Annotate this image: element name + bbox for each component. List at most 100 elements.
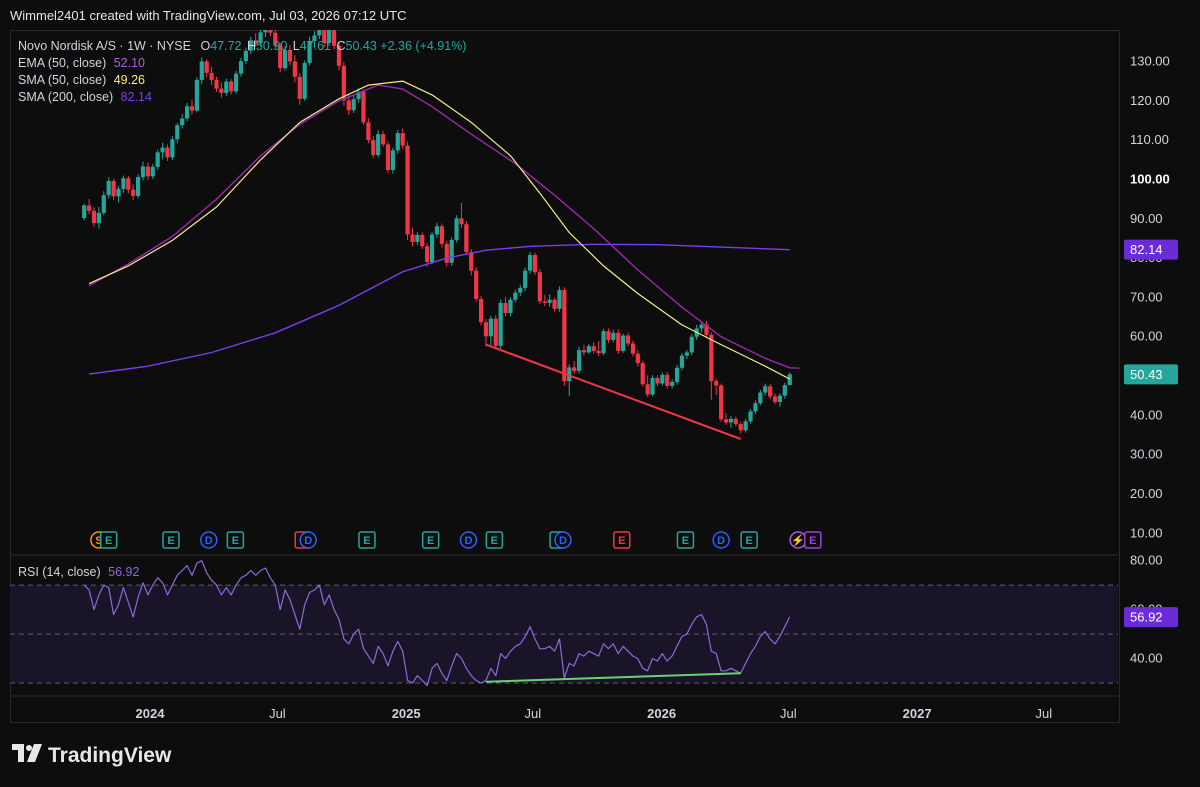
- time-tick-label: 2027: [903, 706, 932, 721]
- legend-sma50-value: 49.26: [113, 73, 145, 87]
- price-tick-label: 30.00: [1130, 447, 1163, 462]
- legend-row-sma200[interactable]: SMA (200, close) 82.14: [18, 90, 156, 104]
- event-marker[interactable]: D: [712, 531, 730, 549]
- legend-rsi-label: RSI (14, close): [18, 565, 101, 579]
- candle-body: [400, 133, 405, 146]
- event-marker[interactable]: E: [676, 531, 695, 549]
- candle-body: [140, 166, 146, 178]
- sma200-price-badge: 82.14: [1130, 242, 1163, 257]
- candle: [763, 383, 768, 396]
- event-marker[interactable]: D: [299, 531, 317, 549]
- candle: [194, 77, 199, 113]
- candle-body: [150, 166, 155, 177]
- event-letter: E: [427, 535, 434, 547]
- candle-body: [170, 139, 175, 158]
- candle: [601, 328, 606, 356]
- legend-sma200-value: 82.14: [120, 90, 152, 104]
- event-marker[interactable]: E: [804, 531, 822, 549]
- candle-body: [753, 403, 758, 412]
- event-box: [358, 531, 376, 549]
- candle: [621, 333, 626, 353]
- candle-body: [709, 334, 714, 382]
- candle: [488, 315, 493, 345]
- candle-body: [126, 178, 131, 190]
- event-letter: D: [717, 535, 725, 547]
- legend-symbol[interactable]: Novo Nordisk A/S · 1W · NYSE: [18, 39, 191, 53]
- rsi-tick-label: 40.00: [1130, 651, 1163, 666]
- candle-body: [209, 72, 214, 80]
- candle: [135, 174, 141, 199]
- legend-row-ema[interactable]: EMA (50, close) 52.10: [18, 56, 149, 70]
- candle: [189, 99, 195, 115]
- candle: [557, 286, 562, 312]
- event-marker[interactable]: E: [226, 531, 245, 549]
- candle: [199, 57, 204, 85]
- legend-l-label: L: [292, 39, 300, 53]
- candle: [576, 346, 582, 374]
- candle-body: [341, 65, 346, 101]
- candle-body: [121, 178, 126, 189]
- candle-body: [160, 147, 165, 153]
- event-marker[interactable]: D: [554, 531, 572, 549]
- candle: [356, 88, 361, 103]
- event-marker[interactable]: D: [200, 531, 218, 549]
- event-marker[interactable]: E: [99, 531, 118, 549]
- candle: [229, 79, 234, 95]
- candle-body: [640, 363, 645, 385]
- price-tick-label: 90.00: [1130, 211, 1163, 226]
- candle-body: [224, 81, 229, 93]
- candle: [748, 409, 753, 424]
- candle: [567, 364, 572, 397]
- candle-body: [82, 205, 87, 218]
- price-tick-label: 120.00: [1130, 93, 1170, 108]
- candle: [743, 418, 748, 433]
- price-tick-label: 20.00: [1130, 486, 1163, 501]
- candle: [679, 353, 685, 371]
- candle-body: [474, 270, 479, 299]
- candle-body: [723, 419, 729, 423]
- time-tick-label: Jul: [525, 706, 542, 721]
- candle: [175, 122, 180, 144]
- candle-body: [459, 218, 464, 225]
- legend-row-rsi[interactable]: RSI (14, close) 56.92: [18, 565, 143, 579]
- event-marker[interactable]: E: [740, 531, 758, 549]
- candle-body: [297, 76, 302, 99]
- legend-open: 47.72: [210, 39, 242, 53]
- event-box: [99, 531, 118, 549]
- event-marker[interactable]: ⚡: [789, 531, 807, 549]
- legend-ema-value: 52.10: [113, 56, 145, 70]
- candle: [371, 136, 376, 159]
- candle-body: [425, 246, 430, 263]
- event-marker[interactable]: E: [358, 531, 376, 549]
- rsi-tick-label: 80.00: [1130, 553, 1163, 568]
- support-trend-line: [485, 343, 742, 440]
- event-box: [485, 531, 504, 549]
- candle-body: [135, 177, 141, 196]
- event-marker[interactable]: D: [459, 531, 478, 549]
- candle: [204, 59, 209, 78]
- event-box: [612, 531, 631, 549]
- tradingview-brand[interactable]: TradingView: [12, 744, 171, 768]
- candle-body: [312, 35, 317, 42]
- candle: [317, 30, 322, 40]
- candle: [738, 421, 743, 434]
- candle-body: [376, 134, 381, 156]
- event-marker[interactable]: E: [612, 531, 631, 549]
- candle-body: [214, 79, 219, 89]
- candle: [131, 184, 136, 200]
- candle-body: [591, 346, 596, 351]
- event-marker[interactable]: E: [162, 531, 180, 549]
- event-marker[interactable]: E: [421, 531, 440, 549]
- candle: [444, 240, 449, 267]
- candle: [606, 328, 611, 344]
- event-marker[interactable]: E: [485, 531, 504, 549]
- candle-body: [278, 45, 283, 69]
- candle-body: [282, 50, 288, 69]
- candle: [650, 375, 655, 397]
- legend-row-sma50[interactable]: SMA (50, close) 49.26: [18, 73, 149, 87]
- candle: [273, 30, 278, 50]
- candle-body: [390, 150, 395, 170]
- price-tick-label: 100.00: [1130, 171, 1170, 186]
- event-box: [162, 531, 180, 549]
